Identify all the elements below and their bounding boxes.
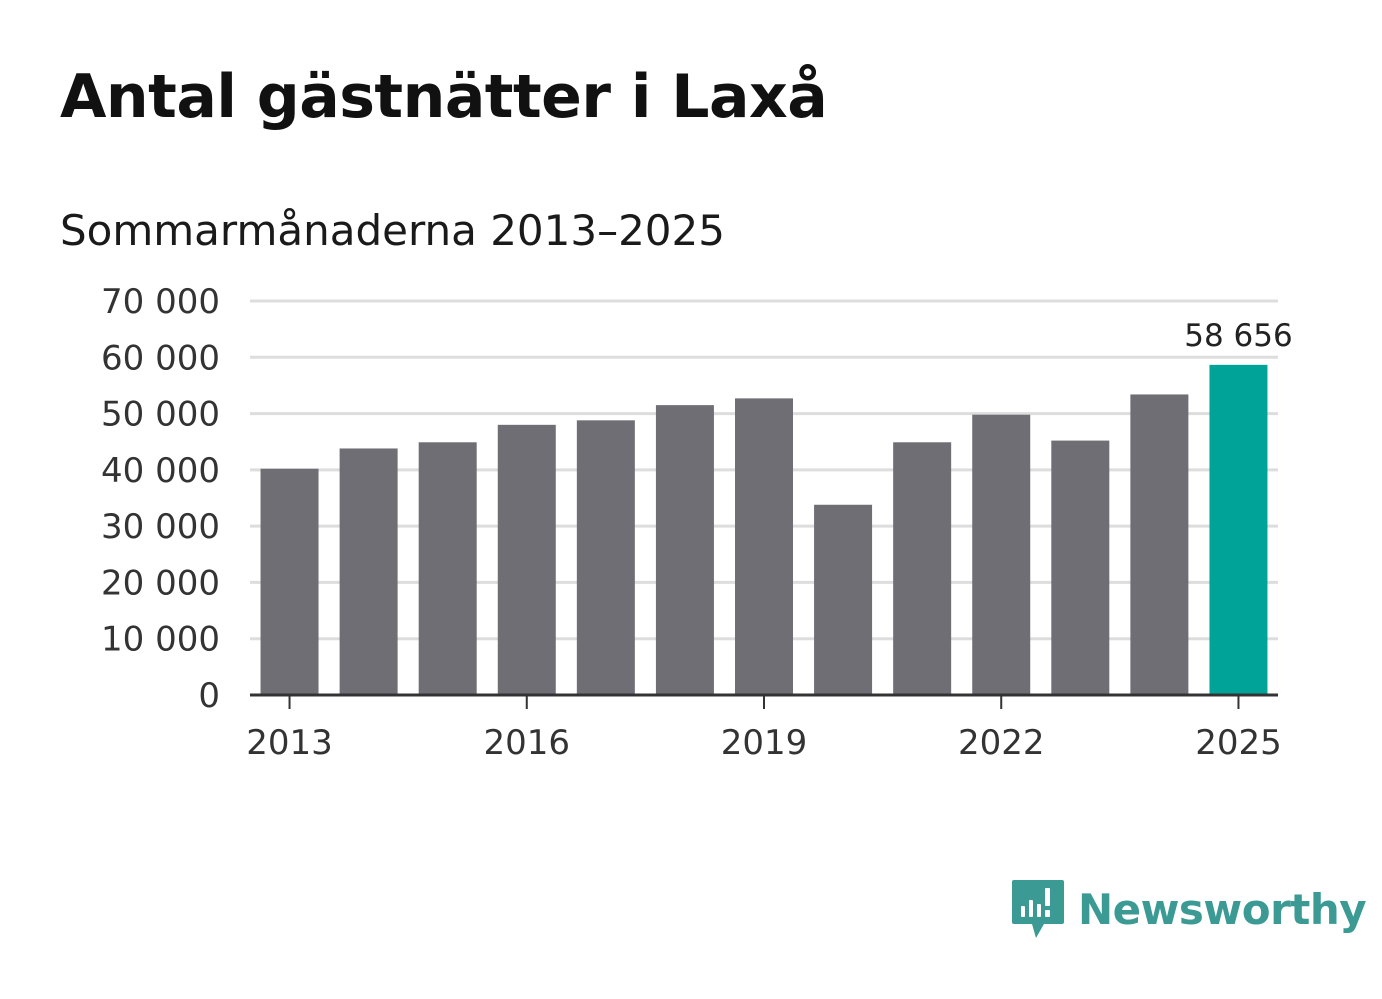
data-labels: 58 656 <box>1184 318 1292 354</box>
y-axis-ticks: 0 10 000 20 000 30 000 40 000 50 000 60 000 70 … <box>101 282 220 716</box>
bars <box>260 364 1268 695</box>
bar-2014 <box>339 448 398 695</box>
bar-2023 <box>1051 440 1110 695</box>
x-axis-ticks: 2013 2016 2019 2022 2025 <box>246 695 1282 763</box>
chart-title: Antal gästnätter i Laxå <box>60 62 828 132</box>
y-tick-label: 20 000 <box>101 563 220 603</box>
x-tick-label: 2016 <box>484 723 571 763</box>
x-tick-label: 2013 <box>246 723 333 763</box>
y-tick-label: 40 000 <box>101 451 220 491</box>
y-tick-label: 0 <box>198 676 220 716</box>
bar-2025 <box>1209 364 1268 695</box>
y-tick-label: 50 000 <box>101 395 220 435</box>
x-tick-label: 2025 <box>1195 723 1282 763</box>
newsworthy-logo-icon <box>1012 880 1064 938</box>
bar-2024 <box>1130 394 1189 695</box>
y-tick-label: 10 000 <box>101 620 220 660</box>
bar-2022 <box>972 414 1031 695</box>
x-tick-label: 2019 <box>721 723 808 763</box>
bar-2013 <box>260 468 319 695</box>
bar-2015 <box>418 442 477 695</box>
x-tick-label: 2022 <box>958 723 1045 763</box>
data-label: 58 656 <box>1184 318 1292 354</box>
bar-2016 <box>497 424 556 695</box>
newsworthy-logo: Newsworthy <box>1010 878 1367 940</box>
y-tick-label: 60 000 <box>101 338 220 378</box>
newsworthy-logo-text: Newsworthy <box>1078 884 1367 934</box>
bar-2018 <box>655 405 714 695</box>
y-tick-label: 30 000 <box>101 507 220 547</box>
bar-2020 <box>814 504 873 695</box>
chart-subtitle: Sommarmånaderna 2013–2025 <box>60 206 725 255</box>
bar-2019 <box>735 398 793 695</box>
y-tick-label: 70 000 <box>101 282 220 322</box>
bar-2021 <box>893 442 952 695</box>
bar-2017 <box>576 420 635 695</box>
